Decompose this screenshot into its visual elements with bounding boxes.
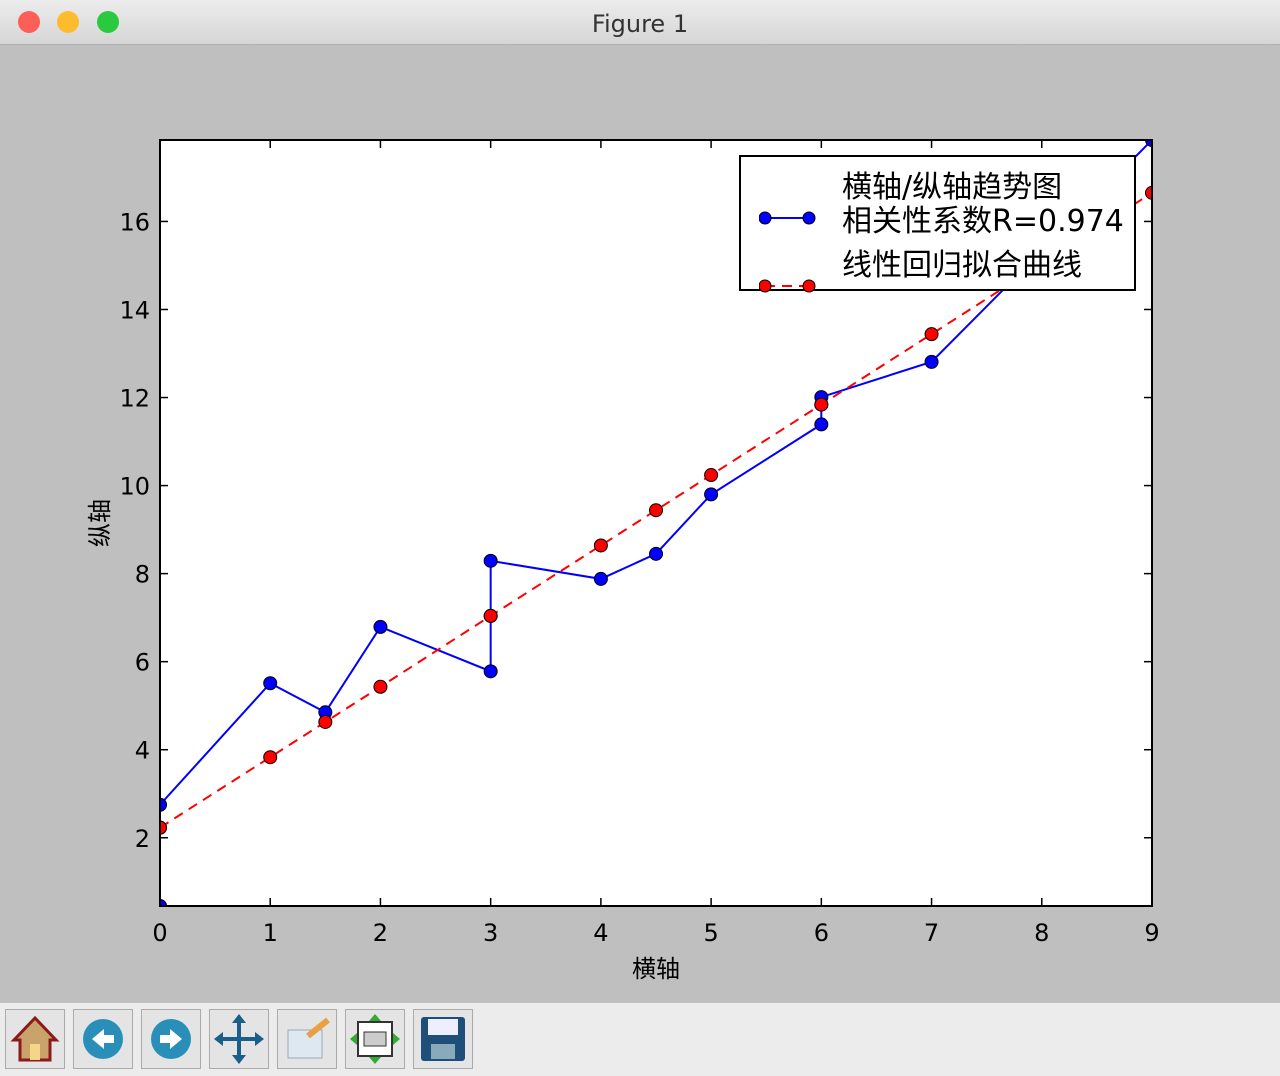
x-tick-label: 2 [373,919,388,947]
x-tick-label: 9 [1144,919,1159,947]
x-tick-label: 4 [593,919,608,947]
zoom-rect-button[interactable] [277,1009,337,1069]
y-tick-label: 6 [135,649,150,677]
series-line [160,191,1152,829]
legend: 横轴/纵轴趋势图 相关性系数R=0.974 线性回归拟合曲线 [739,155,1136,293]
forward-button[interactable] [141,1009,201,1069]
subplots-button[interactable] [345,1009,405,1069]
data-point [704,487,719,502]
data-point [593,571,608,586]
data-point [318,714,333,729]
x-tick-label: 6 [814,919,829,947]
legend-marker [759,279,772,293]
close-button[interactable] [18,11,40,33]
data-point [373,619,388,634]
y-tick-label: 10 [119,473,150,501]
y-tick-label: 2 [135,825,150,853]
data-point [593,538,608,553]
x-tick-label: 1 [263,919,278,947]
x-tick-label: 7 [924,919,939,947]
legend-marker [759,211,772,225]
data-point [263,676,278,691]
data-point [814,417,829,432]
data-point [483,664,498,679]
data-point [649,503,663,518]
legend-swatch [759,279,816,293]
title-bar: Figure 1 [0,0,1280,45]
window-title: Figure 1 [591,10,689,38]
x-tick-label: 5 [703,919,718,947]
x-axis-label: 横轴 [632,955,680,983]
data-point [160,899,167,906]
data-point [373,679,388,694]
home-button[interactable] [5,1009,65,1069]
data-point [160,820,167,835]
x-tick-label: 3 [483,919,498,947]
pan-button[interactable] [209,1009,269,1069]
legend-marker [802,211,816,225]
y-tick-label: 4 [135,737,150,765]
save-button[interactable] [413,1009,473,1069]
data-point [1145,185,1152,200]
data-point [1145,140,1152,147]
data-point [483,608,498,623]
zoom-button[interactable] [97,11,119,33]
y-tick-label: 8 [135,561,150,589]
data-point [160,797,167,812]
back-button[interactable] [73,1009,133,1069]
toolbar [0,1003,1280,1076]
legend-label: 横轴/纵轴趋势图 相关性系数R=0.974 [842,170,1124,239]
minimize-button[interactable] [57,11,79,33]
x-tick-label: 0 [152,919,167,947]
legend-label: 线性回归拟合曲线 [842,248,1082,283]
axes-frame [159,139,1153,907]
y-axis-label: 纵轴 [86,499,114,547]
data-point [649,546,663,561]
legend-marker [802,279,816,293]
y-tick-label: 14 [119,296,150,324]
y-tick-label: 16 [119,208,150,236]
y-tick-label: 12 [119,385,150,413]
data-point [704,468,719,483]
data-point [814,397,829,412]
data-point [924,327,939,342]
legend-swatch [759,211,816,225]
data-point [263,750,278,765]
data-point [483,553,498,568]
data-point [924,354,939,369]
x-tick-label: 8 [1034,919,1049,947]
